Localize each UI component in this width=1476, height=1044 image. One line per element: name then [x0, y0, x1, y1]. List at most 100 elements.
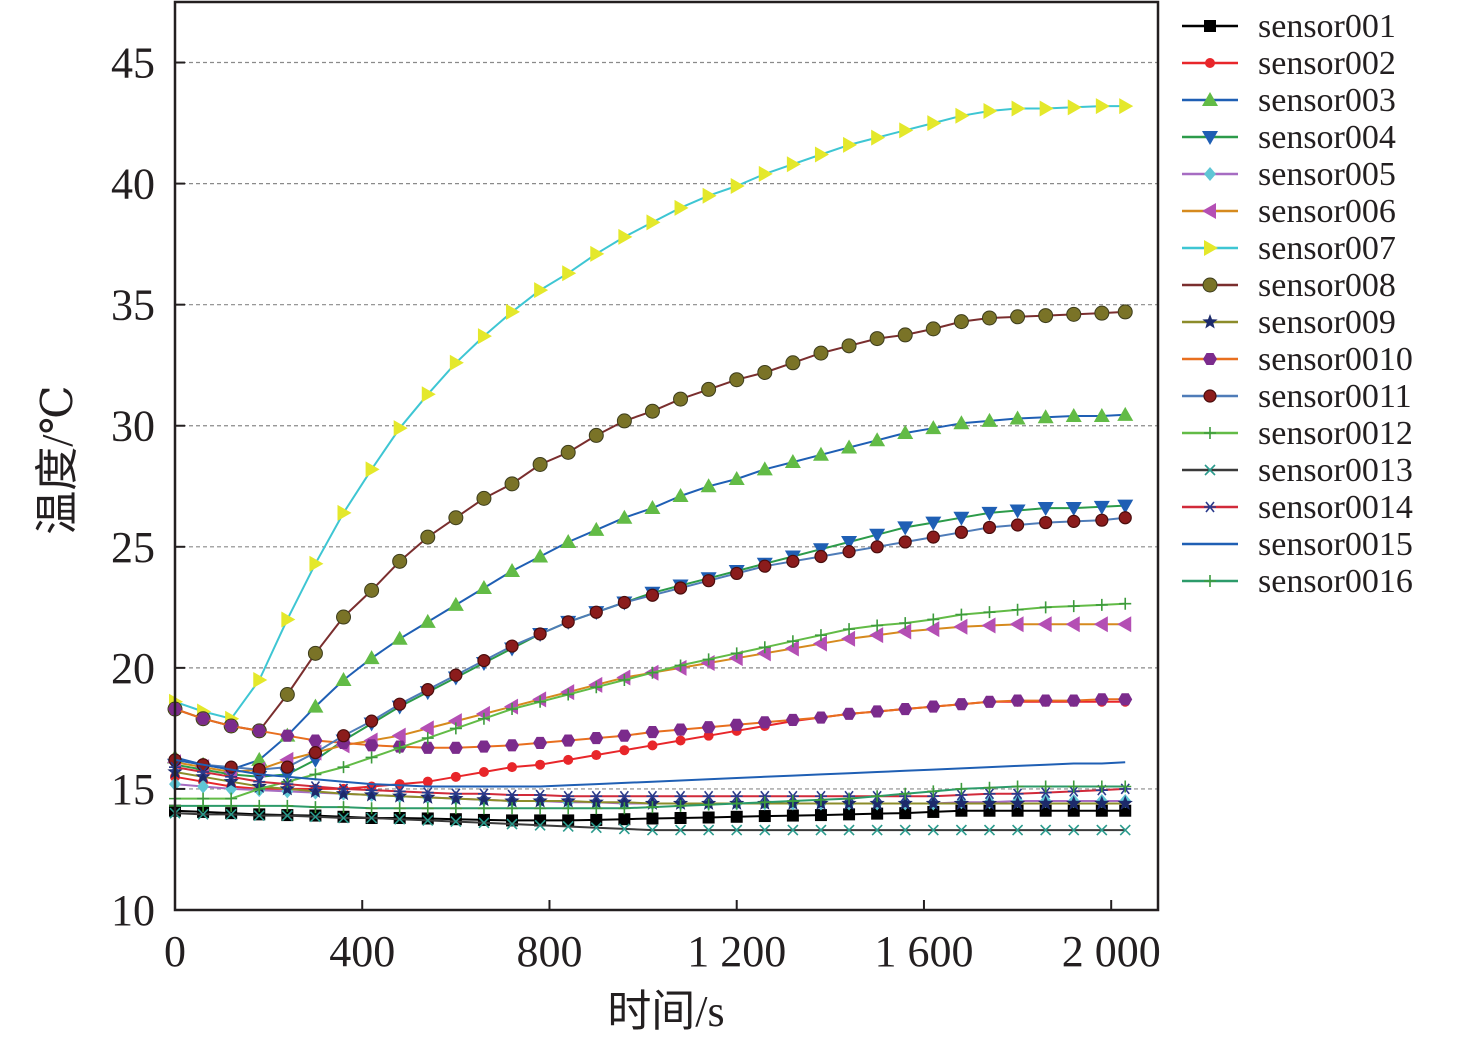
data-point-sensor008 — [953, 314, 969, 330]
data-point-sensor008 — [785, 355, 801, 371]
data-point-sensor0016 — [1095, 780, 1108, 793]
data-point-sensor0013 — [366, 812, 378, 824]
data-point-sensor0010 — [982, 695, 997, 708]
data-point-sensor0012 — [786, 635, 799, 648]
data-point-sensor0011 — [252, 762, 266, 777]
data-point-sensor0012 — [534, 695, 547, 708]
series-line-sensor0015 — [174, 758, 1126, 788]
data-point-sensor0012 — [421, 732, 434, 745]
data-point-sensor003 — [616, 509, 633, 524]
data-point-sensor007 — [843, 136, 858, 153]
legend-item: sensor007 — [1182, 230, 1396, 267]
data-point-sensor0012 — [758, 641, 771, 654]
data-point-sensor0014 — [309, 781, 322, 793]
legend-item: sensor006 — [1182, 193, 1396, 230]
data-point-sensor0013 — [337, 812, 350, 824]
data-point-sensor007 — [309, 555, 324, 572]
data-point-sensor009 — [420, 789, 436, 804]
data-point-sensor006 — [588, 676, 603, 693]
data-point-sensor008 — [560, 444, 576, 460]
legend-item: sensor008 — [1182, 267, 1396, 304]
data-point-sensor007 — [534, 282, 549, 299]
data-point-sensor0011 — [477, 654, 491, 668]
y-axis-tick-labels: 10 15 20 25 30 35 40 45 — [111, 39, 155, 935]
data-point-sensor0010 — [196, 712, 211, 725]
data-point-sensor0012 — [477, 712, 490, 725]
data-point-sensor004 — [841, 535, 858, 550]
legend-label: sensor002 — [1258, 45, 1396, 82]
data-point-sensor0011 — [870, 540, 884, 554]
data-point-sensor006 — [812, 635, 827, 652]
data-point-sensor0011 — [280, 760, 294, 774]
data-point-sensor0011 — [1067, 514, 1081, 528]
data-point-sensor0012 — [618, 673, 631, 686]
data-point-sensor0012 — [337, 761, 350, 774]
data-point-sensor001 — [534, 814, 547, 827]
data-point-sensor0010 — [308, 734, 323, 747]
data-point-sensor0011 — [365, 714, 379, 728]
data-point-sensor0010 — [673, 723, 688, 736]
data-point-sensor0010 — [533, 736, 548, 749]
data-point-sensor0014 — [590, 790, 603, 802]
data-point-sensor008 — [364, 582, 380, 598]
data-point-sensor009 — [869, 795, 885, 810]
data-point-sensor003 — [307, 698, 324, 713]
data-point-sensor0012 — [843, 623, 856, 636]
data-point-sensor0011 — [308, 746, 323, 760]
data-point-sensor003 — [700, 478, 717, 493]
data-point-sensor008 — [279, 687, 295, 703]
data-point-sensor0011 — [702, 574, 716, 588]
data-point-sensor0013 — [731, 824, 743, 836]
data-point-sensor003 — [953, 415, 970, 430]
data-point-sensor007 — [702, 187, 717, 204]
data-point-sensor0013 — [1068, 824, 1080, 836]
data-point-sensor007 — [253, 671, 268, 688]
data-point-sensor006 — [1065, 616, 1080, 633]
data-point-sensor0012 — [1067, 600, 1080, 613]
series-sensor0014 — [169, 761, 1132, 802]
data-point-sensor0013 — [674, 824, 687, 836]
data-point-sensor007 — [786, 156, 801, 173]
data-point-sensor0011 — [814, 549, 828, 564]
legend-label: sensor003 — [1258, 82, 1396, 119]
data-point-sensor003 — [925, 420, 942, 435]
series-sensor0016 — [169, 780, 1132, 815]
data-point-sensor009 — [981, 795, 998, 810]
data-point-sensor0013 — [422, 814, 434, 826]
data-point-sensor0013 — [618, 823, 630, 835]
x-tick-label: 1 600 — [874, 927, 973, 976]
data-point-sensor0016 — [309, 801, 322, 814]
series-sensor0012 — [169, 597, 1132, 805]
data-point-sensor007 — [1095, 98, 1110, 115]
legend-marker — [1204, 167, 1216, 181]
data-point-sensor008 — [504, 476, 520, 492]
data-point-sensor0013 — [843, 824, 855, 836]
data-point-sensor003 — [588, 521, 605, 536]
data-point-sensor001 — [871, 807, 884, 820]
data-point-sensor0011 — [393, 697, 407, 711]
data-point-sensor009 — [560, 793, 576, 808]
data-point-sensor0010 — [757, 716, 772, 729]
data-point-sensor0012 — [871, 619, 884, 632]
data-point-sensor001 — [309, 809, 322, 822]
data-point-sensor006 — [1093, 616, 1108, 633]
data-point-sensor002 — [647, 740, 658, 751]
data-point-sensor0013 — [927, 824, 939, 836]
data-point-sensor006 — [756, 645, 771, 662]
data-point-sensor001 — [253, 808, 266, 821]
data-point-sensor002 — [619, 745, 630, 756]
data-point-sensor0014 — [1011, 788, 1024, 800]
data-point-sensor0013 — [590, 822, 602, 834]
data-point-sensor0011 — [561, 615, 575, 629]
legend-marker — [1202, 314, 1218, 329]
data-point-sensor0012 — [1095, 598, 1108, 611]
data-point-sensor006 — [504, 698, 519, 715]
data-point-sensor007 — [365, 461, 380, 478]
data-point-sensor0016 — [393, 802, 406, 815]
data-point-sensor006 — [616, 669, 631, 686]
data-point-sensor0012 — [955, 608, 968, 621]
data-point-sensor0010 — [1094, 693, 1109, 706]
legend-marker — [1202, 92, 1218, 106]
data-point-sensor007 — [814, 146, 829, 163]
data-point-sensor0013 — [871, 824, 883, 836]
